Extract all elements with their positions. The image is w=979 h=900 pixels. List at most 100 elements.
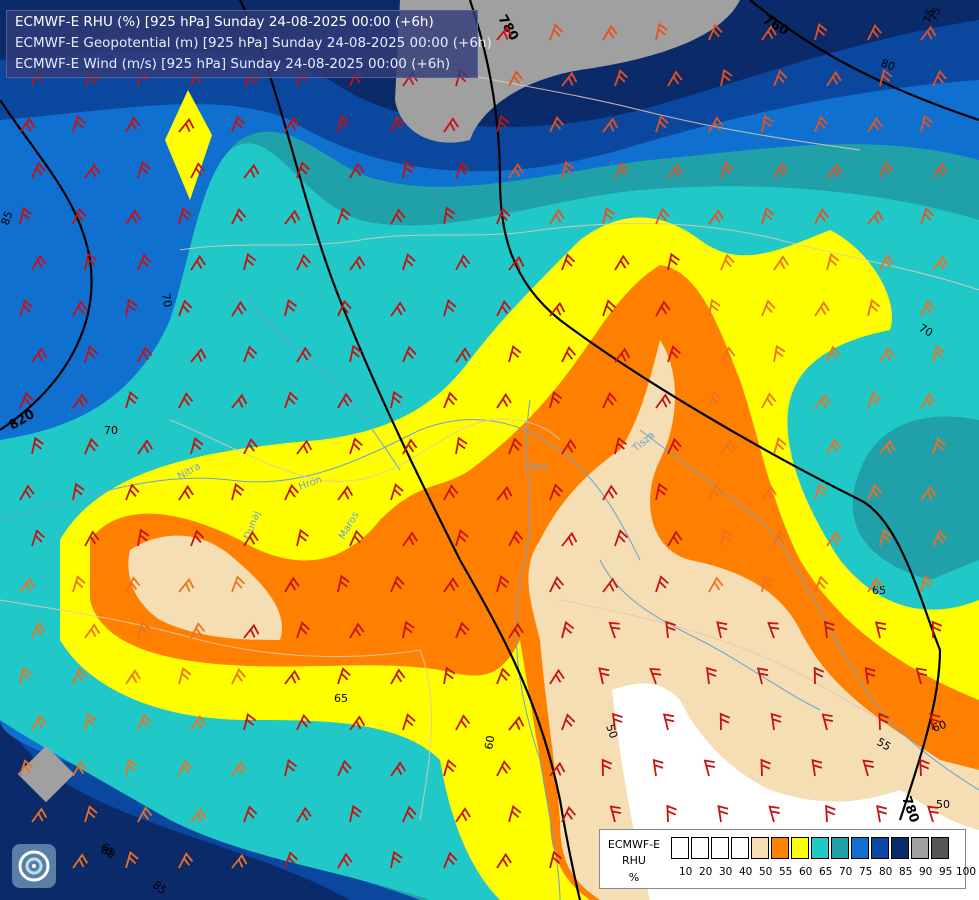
wind-barb-icon	[614, 347, 631, 363]
legend-model: ECMWF-E	[607, 838, 661, 851]
wind-barb-icon	[614, 436, 628, 455]
legend-swatch	[931, 837, 949, 859]
wind-barb-icon	[296, 161, 311, 179]
legend-tick-label: 40	[739, 866, 753, 878]
legend-swatch	[731, 837, 749, 859]
legend-tick-label: 60	[799, 866, 813, 878]
wind-barb-icon	[761, 25, 777, 41]
wind-barb-icon	[178, 852, 194, 869]
wind-barb-icon	[19, 206, 32, 225]
wind-barb-icon	[761, 574, 774, 593]
legend-tick-label: 55	[779, 866, 793, 878]
wind-barb-icon	[72, 760, 88, 777]
rhu-title: ECMWF-E RHU (%) [925 hPa] Sunday 24-08-2…	[15, 14, 434, 30]
wind-barb-icon	[602, 24, 618, 41]
ecmwf-swirl-icon	[12, 844, 56, 888]
wind-barb-icon	[879, 161, 894, 179]
wind-barb-icon	[813, 666, 825, 685]
wind-barb-icon	[878, 712, 889, 731]
wind-barb-icon	[443, 206, 456, 225]
wind-barb-icon	[496, 300, 512, 317]
wind-barb-icon	[549, 850, 563, 869]
wind-barb-icon	[496, 852, 512, 869]
wind-barb-icon	[125, 298, 138, 317]
wind-barb-icon	[508, 804, 522, 823]
place-label: Tisza	[630, 430, 657, 455]
wind-barb-icon	[31, 436, 44, 455]
wind-barb-icon	[561, 713, 576, 731]
wind-barb-icon	[284, 391, 299, 409]
wind-barb-icon	[31, 807, 48, 823]
wind-barb-icon	[125, 116, 141, 133]
wind-barb-icon	[390, 301, 407, 317]
legend-tick-label: 50	[759, 866, 773, 878]
wind-barb-icon	[920, 574, 934, 593]
wind-barb-icon	[549, 23, 564, 41]
wind-barb-icon	[919, 758, 930, 777]
wind-barb-icon	[443, 851, 458, 869]
wind-barb-icon	[231, 760, 247, 777]
wind-barb-icon	[231, 575, 246, 593]
wind-barb-icon	[720, 161, 734, 179]
wind-barb-icon	[773, 344, 786, 363]
wind-barb-icon	[390, 668, 406, 685]
wind-barb-icon	[72, 667, 87, 685]
wind-barb-icon	[920, 299, 935, 317]
wind-barb-icon	[402, 253, 416, 271]
wind-barb-icon	[349, 255, 366, 271]
wind-barb-icon	[72, 207, 87, 225]
wind-barb-icon	[231, 207, 247, 225]
wind-barb-icon	[455, 529, 469, 547]
wind-barb-icon	[443, 666, 456, 685]
wind-barb-icon	[614, 161, 629, 179]
wind-barb-icon	[349, 804, 362, 823]
wind-barb-icon	[716, 621, 728, 639]
wind-barb-icon	[243, 712, 257, 731]
wind-barb-icon	[284, 298, 298, 317]
rhu-60-diamond	[165, 90, 212, 200]
wind-barb-icon	[667, 437, 682, 455]
header-panel: ECMWF-E RHU (%) [925 hPa] Sunday 24-08-2…	[6, 10, 492, 78]
wind-barb-icon	[932, 529, 947, 547]
legend-swatches	[671, 837, 951, 859]
wind-barb-icon	[390, 390, 403, 409]
wind-barb-icon	[84, 805, 98, 823]
wind-barb-icon	[655, 575, 669, 593]
wind-barb-icon	[814, 482, 828, 501]
wind-barb-icon	[826, 345, 841, 363]
wind-barb-icon	[708, 483, 723, 501]
wind-barb-icon	[243, 437, 259, 455]
wind-barb-icon	[31, 254, 47, 271]
wind-barb-icon	[137, 161, 151, 179]
wind-barb-icon	[296, 346, 312, 363]
legend-tick-label: 30	[719, 866, 733, 878]
wind-barb-icon	[296, 528, 310, 547]
legend-tick-label: 20	[699, 866, 713, 878]
wind-barb-icon	[561, 71, 578, 87]
rhu-contour-label: 80	[99, 843, 118, 861]
wind-barb-icon	[867, 23, 883, 41]
legend-tick-label: 85	[899, 866, 913, 878]
wind-barb-icon	[296, 621, 311, 639]
wind-barb-icon	[496, 574, 510, 593]
wind-barb-icon	[867, 298, 881, 317]
legend-tick-label: 95	[939, 866, 953, 878]
wind-barb-icon	[231, 300, 247, 317]
wind-barb-icon	[190, 529, 205, 547]
wind-barb-icon	[178, 577, 195, 593]
wind-barb-icon	[708, 23, 723, 41]
wind-barb-icon	[31, 714, 47, 731]
wind-barb-icon	[337, 114, 350, 133]
legend-tick-label: 70	[839, 866, 853, 878]
wind-barb-icon	[72, 115, 86, 133]
wind-barb-icon	[773, 162, 789, 179]
wind-barb-icon	[549, 761, 566, 777]
wind-barb-icon	[455, 254, 471, 271]
wind-barb-icon	[337, 852, 353, 869]
wind-barb-icon	[561, 345, 577, 363]
wind-barb-icon	[773, 69, 788, 87]
wind-barb-icon	[19, 299, 33, 317]
wind-barb-icon	[879, 439, 896, 455]
wind-barb-icon	[649, 667, 662, 685]
